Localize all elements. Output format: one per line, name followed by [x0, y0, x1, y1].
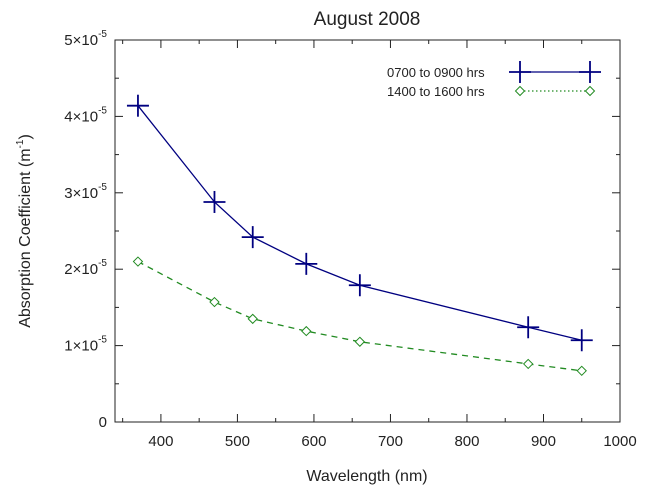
- x-axis: 400 500 600 700 800 900 1000: [122, 40, 637, 450]
- series-2: [132, 256, 587, 377]
- legend-marker: [584, 85, 596, 97]
- data-point: [203, 190, 226, 213]
- x-tick-label: 700: [378, 433, 403, 450]
- y-tick-label: 5×10-5: [64, 29, 107, 49]
- y-tick-mantissa: 3×10: [64, 185, 98, 202]
- plot-frame: [114, 39, 621, 423]
- y-tick-exponent: -5: [98, 258, 107, 269]
- data-point: [570, 329, 593, 352]
- data-point: [209, 296, 220, 308]
- data-point: [241, 226, 264, 249]
- y-tick-mantissa: 5×10: [64, 32, 98, 49]
- y-tick-exponent: -5: [98, 29, 107, 40]
- x-tick-label: 1000: [603, 433, 636, 450]
- legend-label: 0700 to 0900 hrs: [387, 65, 485, 80]
- y-tick-mantissa: 1×10: [64, 338, 98, 355]
- legend-label: 1400 to 1600 hrs: [387, 84, 485, 99]
- y-tick-mantissa: 2×10: [64, 261, 98, 278]
- y-tick-label: 0: [99, 414, 107, 431]
- x-tick-label: 500: [225, 433, 250, 450]
- data-point: [517, 316, 540, 339]
- data-point: [295, 252, 318, 275]
- series-layer: [126, 94, 593, 377]
- y-tick-exponent: -5: [98, 335, 107, 346]
- x-tick-label: 900: [531, 433, 556, 450]
- y-axis-title: Absorption Coefficient (m-1): [15, 134, 34, 328]
- y-tick-label: 1×10-5: [64, 335, 107, 355]
- data-point: [132, 256, 144, 267]
- x-axis-title: Wavelength (nm): [306, 468, 427, 485]
- y-axis-title-superscript: -1: [15, 139, 26, 148]
- data-point: [348, 274, 371, 297]
- legend-marker: [579, 61, 601, 83]
- series-line: [137, 105, 582, 341]
- y-tick-mantissa: 0: [99, 414, 107, 431]
- y-tick-label: 2×10-5: [64, 258, 107, 278]
- y-tick-mantissa: 4×10: [64, 108, 98, 125]
- data-point: [301, 325, 312, 337]
- y-tick-exponent: -5: [98, 105, 107, 116]
- data-point: [247, 313, 258, 325]
- x-tick-label: 400: [148, 433, 173, 450]
- y-tick-exponent: -5: [98, 182, 107, 193]
- series-1: [126, 94, 593, 352]
- y-tick-label: 3×10-5: [64, 182, 107, 202]
- legend-marker: [509, 61, 531, 83]
- y-axis-title-text: Absorption Coefficient (m: [17, 148, 34, 327]
- data-point: [576, 365, 587, 377]
- chart-title: August 2008: [314, 9, 421, 30]
- data-point: [522, 358, 534, 370]
- y-tick-label: 4×10-5: [64, 105, 107, 125]
- y-axis-title-close: ): [17, 134, 34, 139]
- legend: 0700 to 0900 hrs 1400 to 1600 hrs: [387, 61, 601, 99]
- y-axis: 01×10-52×10-53×10-54×10-55×10-5: [64, 29, 620, 431]
- data-point: [126, 94, 149, 117]
- x-tick-label: 600: [301, 433, 326, 450]
- legend-marker: [514, 85, 526, 97]
- data-point: [354, 336, 366, 347]
- x-tick-label: 800: [454, 433, 479, 450]
